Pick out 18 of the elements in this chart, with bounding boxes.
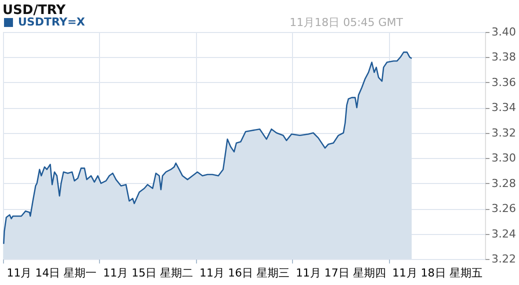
- y-tick-label: 3.32: [492, 126, 516, 140]
- legend-label: USDTRY=X: [18, 16, 86, 28]
- y-tick-label: 3.26: [492, 202, 516, 216]
- y-tick-label: 3.34: [492, 101, 516, 114]
- chart-title: USD/TRY: [2, 3, 66, 18]
- y-tick-label: 3.22: [492, 252, 516, 266]
- x-tick-label: 11月 15日 星期二: [103, 266, 194, 280]
- x-tick-label: 11月 18日 星期五: [392, 266, 482, 280]
- text: 11月18日 05:45 GMT: [290, 16, 404, 29]
- y-tick-label: 3.24: [492, 227, 516, 240]
- x-tick-label: 11月 17日 星期四: [296, 266, 386, 280]
- x-tick-label: 11月 14日 星期一: [6, 266, 97, 280]
- y-tick-label: 3.38: [492, 50, 516, 64]
- y-tick-label: 3.28: [492, 176, 516, 190]
- y-tick-label: 3.30: [492, 152, 516, 165]
- x-tick-label: 11月 16日 星期三: [200, 266, 290, 280]
- y-tick-label: 3.36: [492, 76, 516, 89]
- y-tick-label: 3.40: [492, 26, 516, 38]
